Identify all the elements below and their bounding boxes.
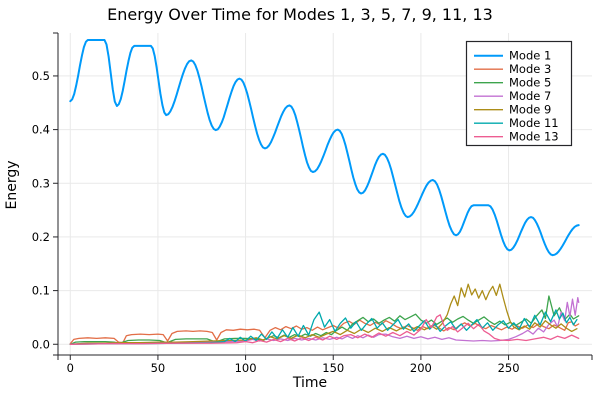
y-tick-label: 0.2 xyxy=(32,230,50,244)
legend-label: Mode 1 xyxy=(509,49,551,63)
legend-box xyxy=(465,40,573,147)
chart-title: Energy Over Time for Modes 1, 3, 5, 7, 9… xyxy=(107,5,493,24)
axes-layer xyxy=(53,32,593,360)
series-line-mode-7 xyxy=(69,296,580,345)
y-tick-label: 0.5 xyxy=(32,69,50,83)
y-tick-label: 0.3 xyxy=(32,176,50,190)
series-line-mode-3 xyxy=(69,319,580,345)
y-axis-label: Energy xyxy=(4,160,20,210)
legend-label: Mode 13 xyxy=(509,130,559,144)
x-tick-label: 200 xyxy=(410,361,432,375)
y-tick-label: 0.4 xyxy=(32,123,50,137)
legend-label: Mode 11 xyxy=(509,116,559,130)
x-tick-label: 100 xyxy=(235,361,257,375)
x-tick-label: 150 xyxy=(322,361,344,375)
series-line-mode-11 xyxy=(69,309,578,345)
legend-label: Mode 5 xyxy=(509,76,551,90)
legend-label: Mode 3 xyxy=(509,62,551,76)
series-layer xyxy=(69,39,580,345)
series-line-mode-13 xyxy=(69,314,580,345)
legend-label: Mode 7 xyxy=(509,89,551,103)
x-tick-label: 250 xyxy=(498,361,520,375)
y-tick-label: 0.1 xyxy=(32,284,50,298)
legend-label: Mode 9 xyxy=(509,103,551,117)
x-tick-label: 0 xyxy=(67,361,74,375)
y-tick-label: 0.0 xyxy=(32,337,50,351)
series-line-mode-5 xyxy=(69,295,580,345)
x-tick-label: 50 xyxy=(151,361,166,375)
x-axis-label: Time xyxy=(292,375,328,391)
series-line-mode-9 xyxy=(69,283,578,345)
series-line-mode-1 xyxy=(69,39,580,257)
